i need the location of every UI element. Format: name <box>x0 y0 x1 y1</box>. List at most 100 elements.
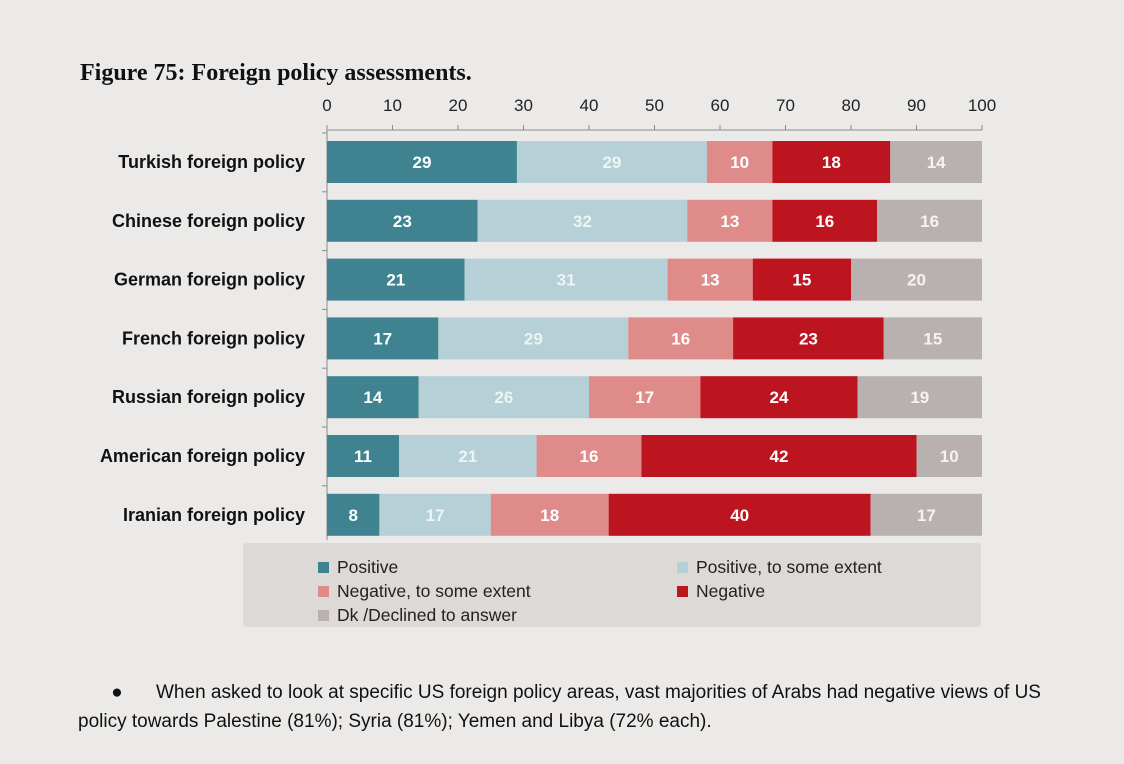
bar-segment <box>706 141 773 183</box>
bar-segment <box>399 435 537 477</box>
legend-swatch-dk <box>318 610 329 621</box>
bar-segment <box>772 199 878 242</box>
bar-value-label: 15 <box>792 271 811 290</box>
bar-segment <box>851 258 982 301</box>
bar-value-label: 29 <box>413 153 432 172</box>
bar-value-label: 31 <box>557 271 576 290</box>
bar-segment <box>418 376 589 419</box>
x-tick-label: 60 <box>711 96 730 115</box>
x-tick-label: 100 <box>968 96 996 115</box>
bar-value-label: 19 <box>910 388 929 407</box>
legend-swatch-negative-some <box>318 586 329 597</box>
bar-value-label: 21 <box>386 271 405 290</box>
x-tick-label: 90 <box>907 96 926 115</box>
bullet-paragraph: ● When asked to look at specific US forei… <box>78 678 1088 736</box>
bar-value-label: 13 <box>720 212 739 231</box>
legend-item-negative: Negative <box>677 581 765 602</box>
bar-segment <box>379 493 491 536</box>
bar-value-label: 13 <box>701 271 720 290</box>
bar-segment <box>438 317 629 360</box>
bar-segment <box>877 199 982 242</box>
bar-segment <box>327 258 465 301</box>
legend-swatch-positive <box>318 562 329 573</box>
bar-segment <box>536 435 642 477</box>
bar-value-label: 18 <box>822 153 841 172</box>
category-label: French foreign policy <box>122 328 305 348</box>
bar-segment <box>916 435 982 477</box>
bar-value-label: 23 <box>393 212 412 231</box>
bar-value-label: 10 <box>940 447 959 466</box>
x-tick-label: 10 <box>383 96 402 115</box>
bar-segment <box>890 141 982 183</box>
bar-value-label: 16 <box>580 447 599 466</box>
bar-segment <box>687 199 773 242</box>
bar-value-label: 11 <box>354 447 372 466</box>
category-label: Turkish foreign policy <box>118 152 305 172</box>
bar-value-label: 32 <box>573 212 592 231</box>
bar-segment <box>883 317 982 360</box>
bar-segment <box>327 376 419 419</box>
x-tick-label: 40 <box>580 96 599 115</box>
category-label: Chinese foreign policy <box>112 211 305 231</box>
bar-value-label: 8 <box>348 506 357 525</box>
legend-label-dk: Dk /Declined to answer <box>337 605 517 625</box>
legend: Positive Positive, to some extent Negati… <box>243 543 981 627</box>
bar-value-label: 16 <box>815 212 834 231</box>
bar-value-label: 42 <box>769 447 788 466</box>
bar-value-label: 17 <box>635 388 654 407</box>
legend-swatch-negative <box>677 586 688 597</box>
bar-segment <box>327 317 439 360</box>
bar-segment <box>327 199 478 242</box>
category-label: American foreign policy <box>100 446 305 466</box>
bar-value-label: 20 <box>907 271 926 290</box>
bar-value-label: 29 <box>602 153 621 172</box>
legend-label-negative: Negative <box>696 581 766 601</box>
legend-item-positive-some: Positive, to some extent <box>677 557 882 578</box>
legend-item-positive: Positive <box>318 557 398 578</box>
legend-label-positive: Positive <box>337 557 399 577</box>
legend-item-negative-some: Negative, to some extent <box>318 581 531 602</box>
bar-segment <box>589 376 701 419</box>
bar-segment <box>477 199 688 242</box>
bar-segment <box>327 493 380 536</box>
bar-value-label: 23 <box>799 329 818 348</box>
x-tick-label: 30 <box>514 96 533 115</box>
bar-segment <box>327 141 517 183</box>
bar-value-label: 26 <box>494 388 513 407</box>
bar-value-label: 14 <box>927 153 946 172</box>
category-label: German foreign policy <box>114 270 305 290</box>
bar-value-label: 14 <box>363 388 382 407</box>
bar-value-label: 17 <box>917 506 936 525</box>
bar-value-label: 10 <box>730 153 749 172</box>
bar-segment <box>733 317 884 360</box>
bar-value-label: 16 <box>671 329 690 348</box>
bar-segment <box>857 376 982 419</box>
x-tick-label: 80 <box>842 96 861 115</box>
bar-value-label: 16 <box>920 212 939 231</box>
legend-label-negative-some: Negative, to some extent <box>337 581 531 601</box>
x-tick-label: 70 <box>776 96 795 115</box>
bar-value-label: 21 <box>458 447 477 466</box>
bar-segment <box>700 376 858 419</box>
x-tick-label: 20 <box>449 96 468 115</box>
bar-segment <box>667 258 753 301</box>
stacked-bar-chart: 0 10 20 30 40 50 60 70 80 90 100 Turkish foreign po… <box>100 96 996 540</box>
bar-segment <box>772 141 891 183</box>
bar-segment <box>490 493 609 536</box>
bar-value-label: 24 <box>769 388 788 407</box>
bar-segment <box>464 258 668 301</box>
category-label: Russian foreign policy <box>112 387 305 407</box>
bar-segment <box>752 258 851 301</box>
x-tick-label: 0 <box>322 96 331 115</box>
bar-value-label: 17 <box>426 506 445 525</box>
bar-segment <box>516 141 707 183</box>
legend-label-positive-some: Positive, to some extent <box>696 557 882 577</box>
legend-swatch-positive-some <box>677 562 688 573</box>
bar-value-label: 15 <box>923 329 942 348</box>
category-label: Iranian foreign policy <box>123 505 305 525</box>
bar-value-label: 17 <box>373 329 392 348</box>
bar-segment <box>641 435 917 477</box>
bullet-text: When asked to look at specific US foreig… <box>78 682 1041 732</box>
bar-segment <box>628 317 734 360</box>
bar-segment <box>608 493 871 536</box>
